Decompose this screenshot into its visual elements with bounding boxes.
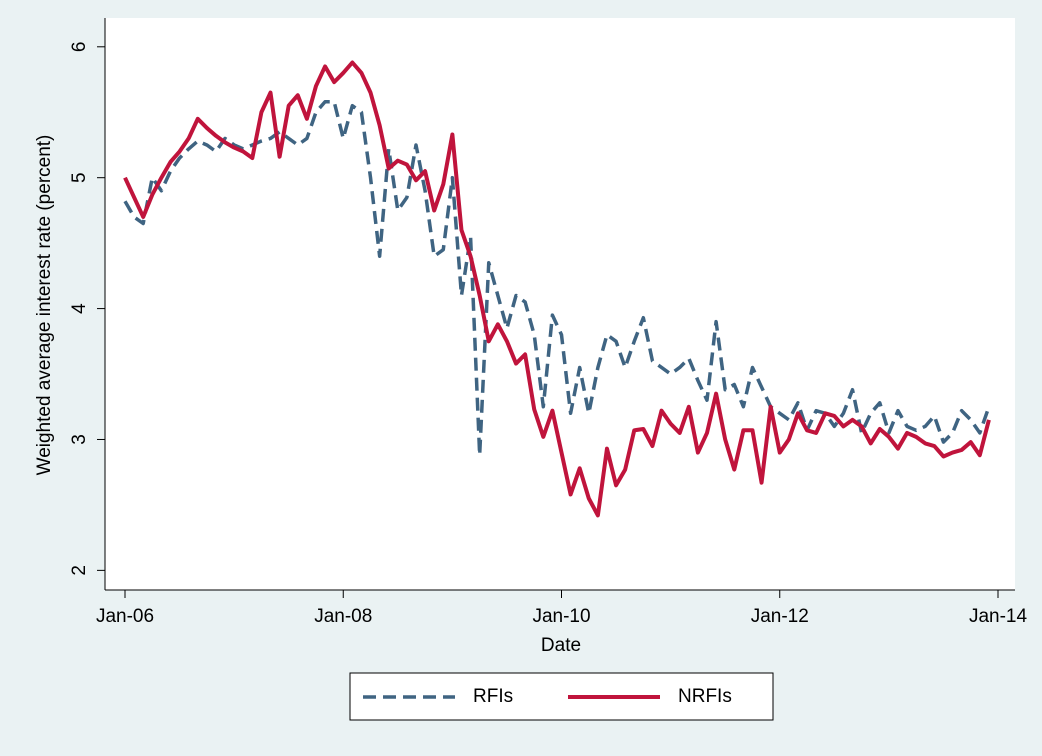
- y-tick-label: 5: [69, 172, 90, 183]
- y-tick-label: 2: [69, 565, 90, 576]
- line-series: [123, 100, 991, 457]
- x-tick-label: Jan-14: [969, 606, 1028, 627]
- x-tick-label: Jan-08: [314, 606, 372, 627]
- y-axis-title: Weighted average interest rate (percent): [34, 135, 55, 476]
- x-tick-label: Jan-12: [751, 606, 809, 627]
- x-tick-label: Jan-06: [96, 606, 154, 627]
- y-tick-label: 4: [69, 303, 90, 314]
- legend-label: NRFIs: [678, 686, 732, 707]
- x-axis-title: Date: [541, 635, 581, 656]
- legend-label: RFIs: [473, 686, 513, 707]
- y-tick-label: 6: [69, 42, 90, 53]
- plot-area: [105, 18, 1015, 590]
- line-series: [123, 60, 991, 518]
- legend: [349, 672, 774, 721]
- x-tick-label: Jan-10: [532, 606, 590, 627]
- y-tick-label: 3: [69, 434, 90, 445]
